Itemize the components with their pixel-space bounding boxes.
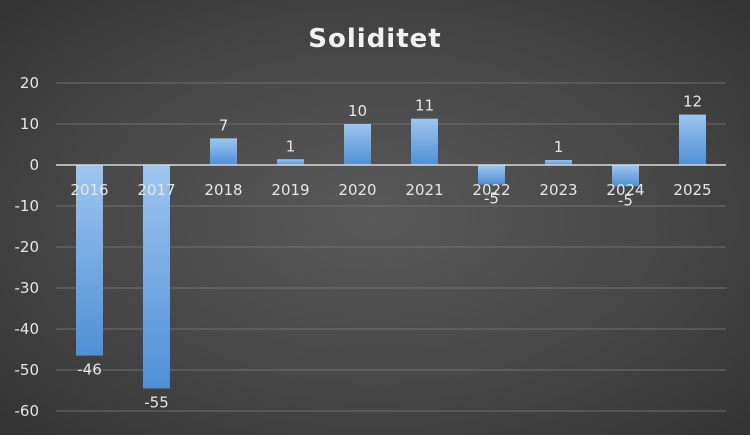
bar-2025 — [679, 114, 706, 165]
x-tick-label: 2022 — [472, 181, 510, 199]
bar-2024 — [612, 165, 639, 187]
bar-2018 — [210, 138, 237, 165]
bar-2021 — [411, 118, 438, 165]
x-tick-label: 2019 — [271, 181, 309, 199]
bar-2022 — [478, 165, 505, 185]
x-tick-label: 2016 — [70, 181, 108, 199]
y-tick-label: -40 — [15, 320, 40, 338]
y-tick-label: 0 — [29, 156, 39, 174]
x-axis-category-labels: 2016 2017 2018 2019 2020 2021 2022 2023 2024 2025 — [70, 181, 711, 199]
x-tick-label: 2018 — [204, 181, 242, 199]
bar-2020 — [344, 124, 371, 165]
data-label-2022: -5 — [484, 190, 499, 208]
bar-2017 — [143, 165, 170, 389]
data-label-2020: 10 — [348, 102, 367, 120]
x-tick-label: 2023 — [539, 181, 577, 199]
y-tick-label: -20 — [15, 238, 40, 256]
data-label-2018: 7 — [219, 116, 229, 134]
x-tick-label: 2020 — [338, 181, 376, 199]
bars — [76, 114, 706, 389]
y-tick-label: -50 — [15, 361, 40, 379]
data-label-2017: -55 — [144, 393, 169, 411]
data-label-2021: 11 — [415, 97, 434, 115]
data-label-2019: 1 — [286, 137, 296, 155]
bar-2016 — [76, 165, 103, 356]
chart-title: Soliditet — [308, 24, 441, 54]
x-tick-label: 2024 — [606, 181, 644, 199]
y-tick-label: -60 — [15, 402, 40, 420]
data-label-2016: -46 — [77, 361, 102, 379]
y-tick-label: -30 — [15, 279, 40, 297]
data-label-2024: -5 — [618, 191, 633, 209]
x-tick-label: 2025 — [673, 181, 711, 199]
y-tick-label: 10 — [20, 115, 39, 133]
bar-2023 — [545, 160, 572, 165]
data-labels: -46 -55 7 1 10 11 -5 1 -5 12 — [77, 93, 702, 412]
data-label-2023: 1 — [554, 138, 564, 156]
y-axis-tick-labels: 20 10 0 -10 -20 -30 -40 -50 -60 — [15, 74, 40, 420]
y-tick-label: 20 — [20, 74, 39, 92]
bar-2019 — [277, 159, 304, 165]
data-label-2025: 12 — [683, 93, 702, 111]
y-tick-label: -10 — [15, 197, 40, 215]
x-tick-label: 2021 — [405, 181, 443, 199]
x-tick-label: 2017 — [137, 181, 175, 199]
